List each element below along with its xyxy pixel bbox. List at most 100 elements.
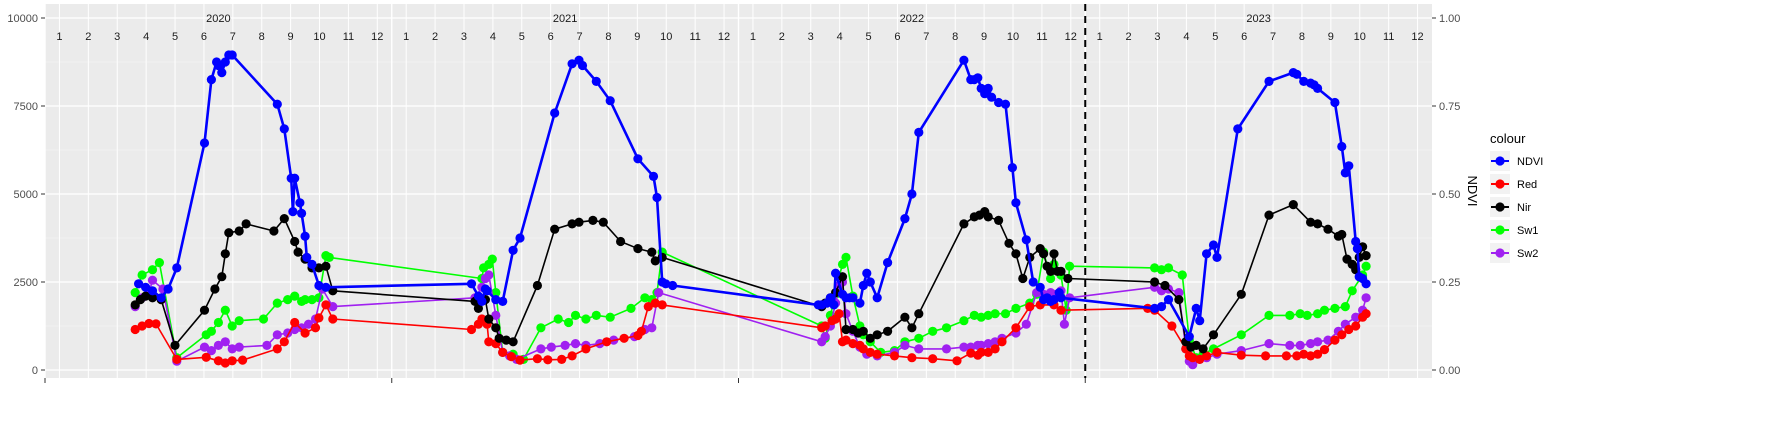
data-point-sw1: [1177, 270, 1187, 280]
data-point-ndvi: [498, 296, 508, 306]
month-label: 3: [114, 31, 120, 43]
month-label: 2: [1126, 31, 1132, 43]
data-point-sw2: [560, 340, 570, 350]
data-point-sw1: [137, 270, 147, 280]
data-point-red: [498, 347, 508, 357]
legend-key-point: [1495, 179, 1505, 189]
data-point-ndvi: [134, 279, 144, 289]
data-point-nir: [147, 293, 158, 303]
y-right-tick-label: 1.00: [1439, 13, 1460, 25]
data-point-ndvi: [321, 282, 331, 292]
series-red: [130, 298, 1371, 368]
data-point-red: [238, 355, 248, 365]
data-point-sw1: [1264, 310, 1274, 320]
data-point-sw2: [976, 340, 986, 350]
data-point-sw1: [626, 303, 636, 313]
data-point-red: [643, 302, 653, 312]
data-point-red: [300, 328, 310, 338]
data-point-red: [1167, 321, 1177, 331]
month-label: 4: [837, 31, 843, 43]
month-label: 4: [143, 31, 149, 43]
data-point-sw2: [536, 344, 546, 354]
data-point-red: [889, 351, 900, 361]
y-left-tick-label: 2500: [14, 277, 38, 289]
data-point-red: [602, 337, 612, 347]
data-point-nir: [1306, 217, 1316, 227]
data-point-sw2: [1313, 337, 1323, 347]
legend-item-nir[interactable]: Nir: [1490, 197, 1531, 217]
data-point-nir: [633, 244, 643, 254]
data-point-nir: [907, 323, 917, 333]
data-point-sw1: [837, 259, 848, 269]
data-point-nir: [858, 326, 868, 336]
data-point-red: [1236, 350, 1246, 360]
data-point-nir: [1323, 224, 1333, 234]
data-point-red: [1330, 335, 1340, 345]
data-point-sw2: [1351, 312, 1361, 322]
data-point-nir: [550, 224, 560, 234]
data-point-nir: [491, 323, 501, 333]
data-point-ndvi: [1028, 277, 1038, 287]
data-point-sw1: [272, 298, 282, 308]
data-point-nir: [872, 330, 882, 340]
month-label: 6: [548, 31, 554, 43]
data-point-sw1: [283, 295, 293, 305]
data-point-red: [567, 351, 577, 361]
data-point-sw1: [914, 333, 924, 343]
data-point-ndvi: [567, 59, 577, 69]
legend-label: Nir: [1517, 202, 1531, 214]
data-point-nir: [1337, 229, 1347, 240]
data-point-sw1: [1347, 286, 1357, 296]
data-point-sw1: [990, 309, 1000, 319]
data-point-red: [314, 313, 324, 323]
data-point-nir: [883, 326, 893, 336]
data-point-red: [841, 335, 851, 345]
data-point-ndvi: [668, 280, 678, 291]
axes-layer: 0 2500 5000 7500 10000 0.00 0.25 0.50 0.75 1.00: [7, 13, 1460, 383]
data-point-nir: [959, 219, 969, 229]
data-point-sw1: [640, 293, 650, 303]
data-point-red: [201, 352, 211, 362]
data-point-red: [1261, 351, 1271, 361]
month-label: 2: [432, 31, 438, 43]
data-point-sw2: [941, 344, 952, 354]
data-point-sw2: [546, 342, 556, 352]
data-point-sw2: [959, 342, 969, 352]
data-point-sw2: [213, 340, 223, 350]
data-point-nir: [314, 263, 324, 273]
month-label: 5: [865, 31, 871, 43]
data-point-red: [1056, 305, 1066, 315]
y-right-tick-label: 0.75: [1439, 101, 1460, 113]
month-label: 1: [750, 31, 756, 43]
month-label: 4: [1183, 31, 1189, 43]
data-point-ndvi: [1337, 141, 1347, 152]
legend[interactable]: colour NDVI Red Nir Sw1 Sw2: [1490, 131, 1543, 263]
data-point-nir: [1049, 249, 1059, 259]
data-point-red: [1212, 347, 1222, 357]
data-point-red: [966, 348, 976, 358]
data-point-red: [1188, 353, 1198, 363]
data-point-nir: [234, 226, 244, 236]
data-point-nir: [269, 226, 279, 236]
data-point-red: [976, 347, 986, 357]
data-point-ndvi: [1352, 244, 1362, 254]
data-point-ndvi: [1150, 303, 1160, 313]
legend-item-ndvi[interactable]: NDVI: [1490, 151, 1543, 171]
month-label: 9: [288, 31, 294, 43]
data-point-red: [484, 337, 494, 347]
year-label: 2021: [553, 13, 577, 25]
legend-item-sw1[interactable]: Sw1: [1490, 220, 1538, 240]
month-label: 10: [313, 31, 325, 43]
data-point-red: [506, 352, 516, 362]
month-label: 10: [660, 31, 672, 43]
data-point-red: [1306, 351, 1316, 361]
data-point-ndvi: [983, 83, 993, 93]
legend-item-sw2[interactable]: Sw2: [1490, 243, 1538, 263]
legend-item-red[interactable]: Red: [1490, 174, 1537, 194]
data-point-red: [872, 349, 882, 359]
data-point-sw1: [234, 316, 244, 326]
data-point-ndvi: [648, 171, 659, 181]
month-label: 11: [343, 31, 354, 43]
data-point-nir: [994, 215, 1004, 225]
month-label: 5: [519, 31, 525, 43]
